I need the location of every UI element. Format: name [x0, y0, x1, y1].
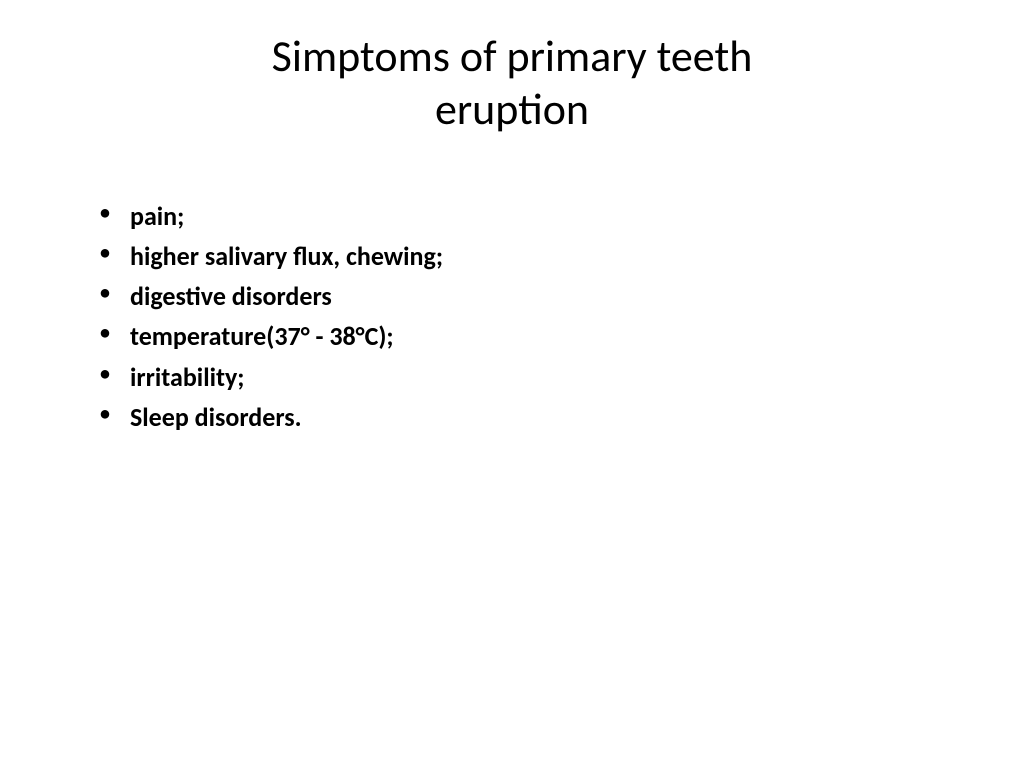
- list-item: digestive disorders: [100, 276, 954, 316]
- slide-title: Simptoms of primary teeth eruption: [70, 30, 954, 136]
- list-item: irritability;: [100, 357, 954, 397]
- list-item: Sleep disorders.: [100, 397, 954, 437]
- bullet-list: pain; higher salivary flux, chewing; dig…: [70, 196, 954, 438]
- list-item: pain;: [100, 196, 954, 236]
- list-item: temperature(37° - 38°С);: [100, 316, 954, 356]
- list-item: higher salivary flux, chewing;: [100, 236, 954, 276]
